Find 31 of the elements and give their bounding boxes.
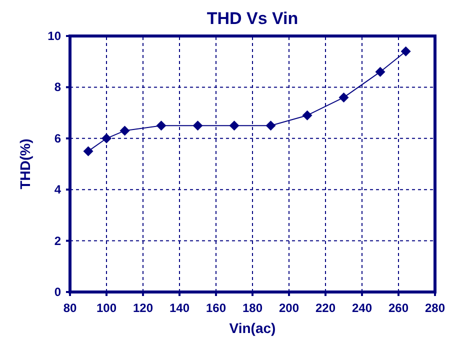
x-tick-label: 260: [388, 301, 409, 315]
x-tick-label: 200: [278, 301, 300, 315]
x-tick-label: 140: [169, 301, 190, 315]
x-axis-title: Vin(ac): [229, 320, 276, 336]
y-tick-label: 2: [54, 234, 62, 248]
y-axis-title: THD(%): [17, 138, 33, 190]
y-tick-label: 8: [54, 80, 62, 94]
y-tick-label: 6: [54, 131, 62, 146]
x-tick-label: 120: [132, 301, 154, 315]
x-tick-label: 100: [96, 301, 117, 315]
point: [102, 133, 112, 144]
point: [120, 126, 130, 136]
x-tick-label: 180: [242, 301, 263, 315]
x-tick-label: 280: [424, 301, 446, 315]
x-tick-label: 160: [206, 301, 226, 315]
point: [192, 120, 203, 131]
x-tick-label: 220: [315, 301, 336, 315]
point: [229, 120, 240, 131]
point: [338, 92, 349, 102]
point: [400, 46, 411, 56]
y-tick-label: 4: [54, 182, 62, 197]
point: [156, 120, 166, 131]
x-tick-label: 80: [63, 301, 77, 315]
point: [83, 146, 94, 156]
chart-title: THD Vs Vin: [206, 9, 298, 28]
point: [266, 120, 276, 131]
point: [302, 110, 312, 120]
y-tick-label: 10: [48, 29, 62, 43]
y-tick-label: 0: [54, 285, 62, 299]
x-tick-label: 240: [352, 301, 372, 315]
point: [375, 66, 386, 77]
